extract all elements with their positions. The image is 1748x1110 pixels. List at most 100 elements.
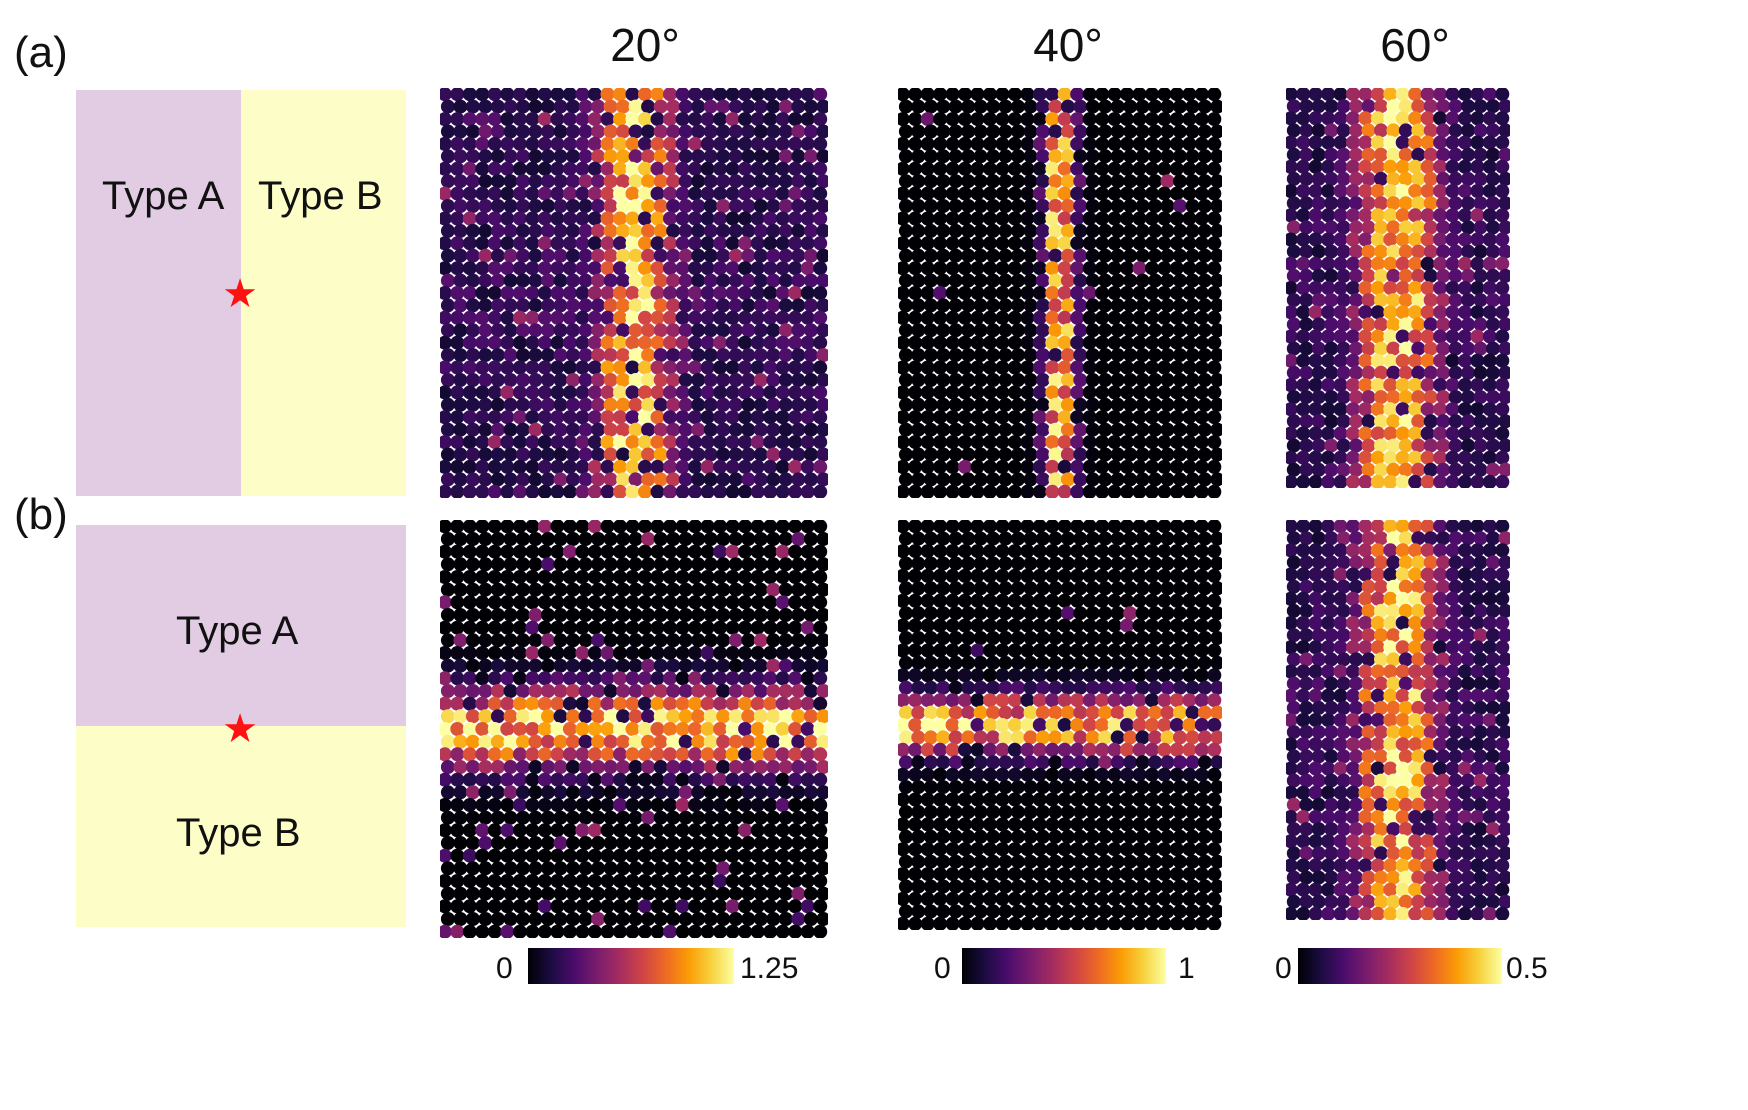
lattice-site xyxy=(600,459,615,474)
lattice-site xyxy=(525,798,540,812)
lattice-site xyxy=(578,248,593,263)
lattice-site xyxy=(440,709,455,724)
lattice-site xyxy=(1408,281,1423,295)
lattice-site xyxy=(1448,462,1463,477)
lattice-site xyxy=(541,397,555,412)
lattice-site xyxy=(1333,520,1348,534)
lattice-site xyxy=(440,886,455,901)
lattice-site xyxy=(678,557,693,572)
lattice-site xyxy=(528,608,543,622)
lattice-site xyxy=(1160,631,1175,645)
lattice-site xyxy=(1085,606,1100,621)
lattice-site xyxy=(575,899,590,914)
lattice-site xyxy=(625,798,640,812)
lattice-site xyxy=(1148,631,1163,645)
lattice-site xyxy=(1433,543,1448,558)
lattice-site xyxy=(575,874,590,888)
lattice-site xyxy=(1107,360,1122,375)
lattice-site xyxy=(1333,810,1348,824)
lattice-site xyxy=(728,174,743,189)
lattice-site xyxy=(603,199,618,213)
lattice-site xyxy=(1073,705,1088,720)
lattice-site xyxy=(641,397,656,412)
lattice-site xyxy=(600,646,615,660)
lattice-site xyxy=(1423,579,1438,594)
lattice-site xyxy=(1011,348,1025,363)
lattice-site xyxy=(1433,402,1448,417)
lattice-site xyxy=(528,684,543,698)
lattice-site xyxy=(908,693,923,708)
lattice-site xyxy=(1095,544,1110,559)
lattice-site xyxy=(663,544,677,559)
lattice-site xyxy=(603,582,618,597)
lattice-site xyxy=(1135,556,1150,571)
lattice-site xyxy=(500,236,515,251)
lattice-site xyxy=(1423,414,1438,429)
lattice-site xyxy=(923,223,938,238)
lattice-site xyxy=(478,557,493,572)
lattice-site xyxy=(1398,317,1413,332)
lattice-site xyxy=(1032,484,1047,498)
lattice-site xyxy=(575,435,590,450)
lattice-site xyxy=(800,286,815,300)
lattice-site xyxy=(478,734,493,749)
lattice-site xyxy=(1448,99,1463,114)
lattice-site xyxy=(920,112,935,127)
lattice-site xyxy=(920,568,935,583)
lattice-site xyxy=(1095,916,1110,930)
lattice-site xyxy=(1060,447,1075,462)
lattice-site xyxy=(1461,676,1476,691)
lattice-site xyxy=(688,570,703,584)
lattice-site xyxy=(753,99,768,114)
lattice-site xyxy=(1070,817,1085,832)
lattice-site xyxy=(1395,834,1410,849)
lattice-site xyxy=(616,861,631,876)
lattice-site xyxy=(453,810,468,825)
lattice-site xyxy=(1082,360,1097,375)
lattice-site xyxy=(791,447,806,462)
lattice-site xyxy=(587,772,602,787)
lattice-site xyxy=(500,211,515,226)
lattice-site xyxy=(803,99,818,114)
lattice-site xyxy=(803,658,818,673)
lattice-site xyxy=(1299,147,1314,162)
lattice-site xyxy=(936,149,951,164)
lattice-site xyxy=(587,520,602,534)
lattice-site xyxy=(503,149,518,164)
lattice-site xyxy=(1070,88,1085,102)
lattice-site xyxy=(553,199,568,213)
lattice-site xyxy=(578,734,593,749)
lattice-site xyxy=(525,385,540,400)
lattice-site xyxy=(728,582,743,597)
lattice-site xyxy=(512,286,527,300)
lattice-site xyxy=(587,261,602,276)
lattice-site xyxy=(541,557,555,572)
lattice-site xyxy=(1346,329,1360,344)
lattice-site xyxy=(650,798,665,812)
lattice-site xyxy=(625,136,640,151)
lattice-site xyxy=(763,520,778,534)
lattice-site xyxy=(616,149,631,164)
colorbar-20-min-label: 0 xyxy=(496,952,513,985)
lattice-site xyxy=(562,136,577,151)
lattice-site xyxy=(1408,761,1423,776)
lattice-site xyxy=(678,886,693,901)
lattice-site xyxy=(587,410,602,425)
lattice-site xyxy=(1023,904,1038,919)
lattice-site xyxy=(638,211,652,226)
lattice-site xyxy=(1458,111,1472,126)
lattice-site xyxy=(788,924,803,938)
lattice-site xyxy=(958,668,972,683)
lattice-site xyxy=(512,459,527,474)
lattice-site xyxy=(675,88,690,102)
lattice-site xyxy=(920,891,935,906)
lattice-site xyxy=(487,261,502,276)
schematic-a: Type A Type B ★ xyxy=(76,90,406,496)
lattice-site xyxy=(713,410,728,425)
lattice-site xyxy=(666,323,681,338)
lattice-site xyxy=(1470,543,1485,558)
lattice-site xyxy=(1210,581,1222,596)
lattice-site xyxy=(775,211,790,226)
lattice-site xyxy=(1123,472,1138,487)
lattice-site xyxy=(628,149,643,164)
